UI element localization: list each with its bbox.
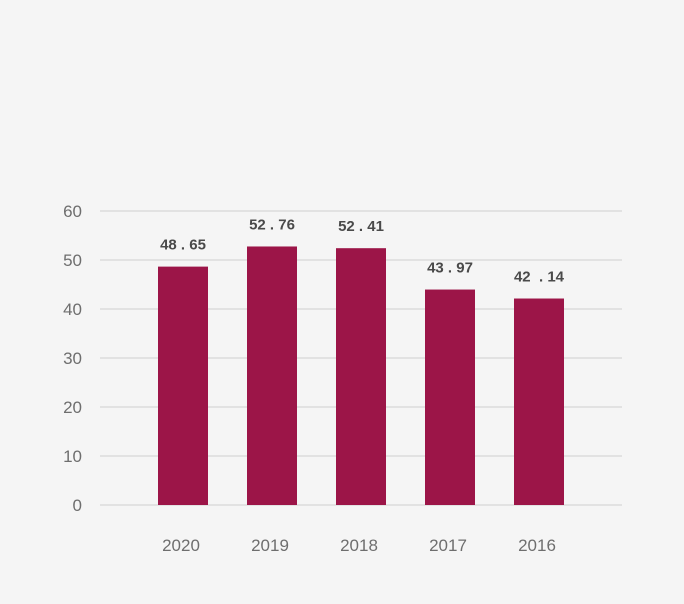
data-label-2017: 43 . 97 <box>427 260 473 277</box>
x-tick-label-2020: 2020 <box>162 536 200 555</box>
bar-2018 <box>336 248 386 506</box>
bar-2019 <box>247 246 297 505</box>
data-labels: 48 . 65 52 . 76 52 . 41 43 . 97 42 . 14 <box>160 216 565 285</box>
y-tick-label: 50 <box>63 251 82 270</box>
y-tick-label: 30 <box>63 349 82 368</box>
x-tick-label-2017: 2017 <box>429 536 467 555</box>
x-tick-label-2016: 2016 <box>518 536 556 555</box>
x-tick-label-2018: 2018 <box>340 536 378 555</box>
bar-2017 <box>425 289 475 505</box>
bar-2020 <box>158 266 208 505</box>
data-label-2016: 42 . 14 <box>514 269 565 286</box>
y-tick-label: 20 <box>63 398 82 417</box>
y-tick-label: 60 <box>63 202 82 221</box>
data-label-2018: 52 . 41 <box>338 218 384 235</box>
data-label-2020: 48 . 65 <box>160 237 206 254</box>
bar-2016 <box>514 298 564 505</box>
y-tick-label: 10 <box>63 447 82 466</box>
y-tick-label: 0 <box>73 496 82 515</box>
y-tick-label: 40 <box>63 300 82 319</box>
x-axis-tick-labels: 2020 2019 2018 2017 2016 <box>162 536 556 555</box>
bars <box>158 246 564 506</box>
x-tick-label-2019: 2019 <box>251 536 289 555</box>
y-axis-tick-labels: 0 10 20 30 40 50 60 <box>63 202 82 515</box>
data-label-2019: 52 . 76 <box>249 216 295 233</box>
